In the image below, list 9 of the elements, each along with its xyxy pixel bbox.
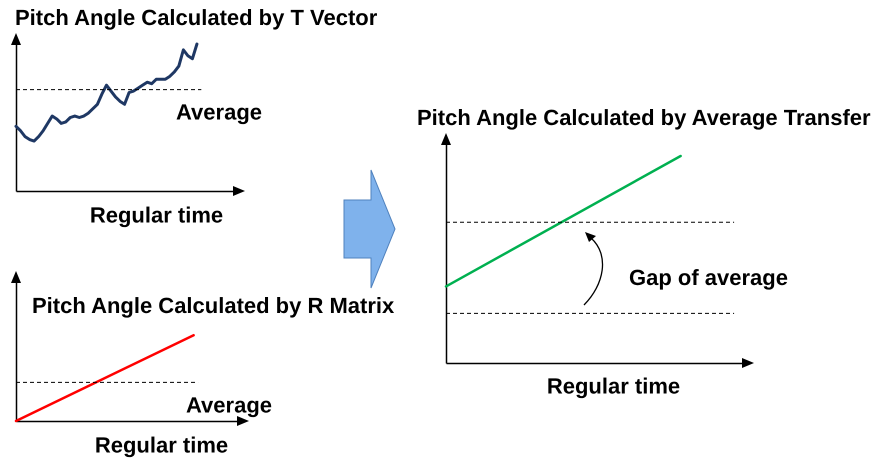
x-axis-title: Regular time [94,432,228,458]
chart-title: Pitch Angle Calculated by Average Transfer [417,105,872,130]
ref-line-label: Average [176,100,262,125]
x-axis-title: Regular time [90,202,224,228]
chart-title: Pitch Angle Calculated by T Vector [15,5,378,30]
annotation: Gap of average [629,265,788,290]
ref-line-label: Average [186,392,272,418]
chart-title: Pitch Angle Calculated by R Matrix [32,293,396,318]
x-axis-title: Regular time [546,374,680,398]
